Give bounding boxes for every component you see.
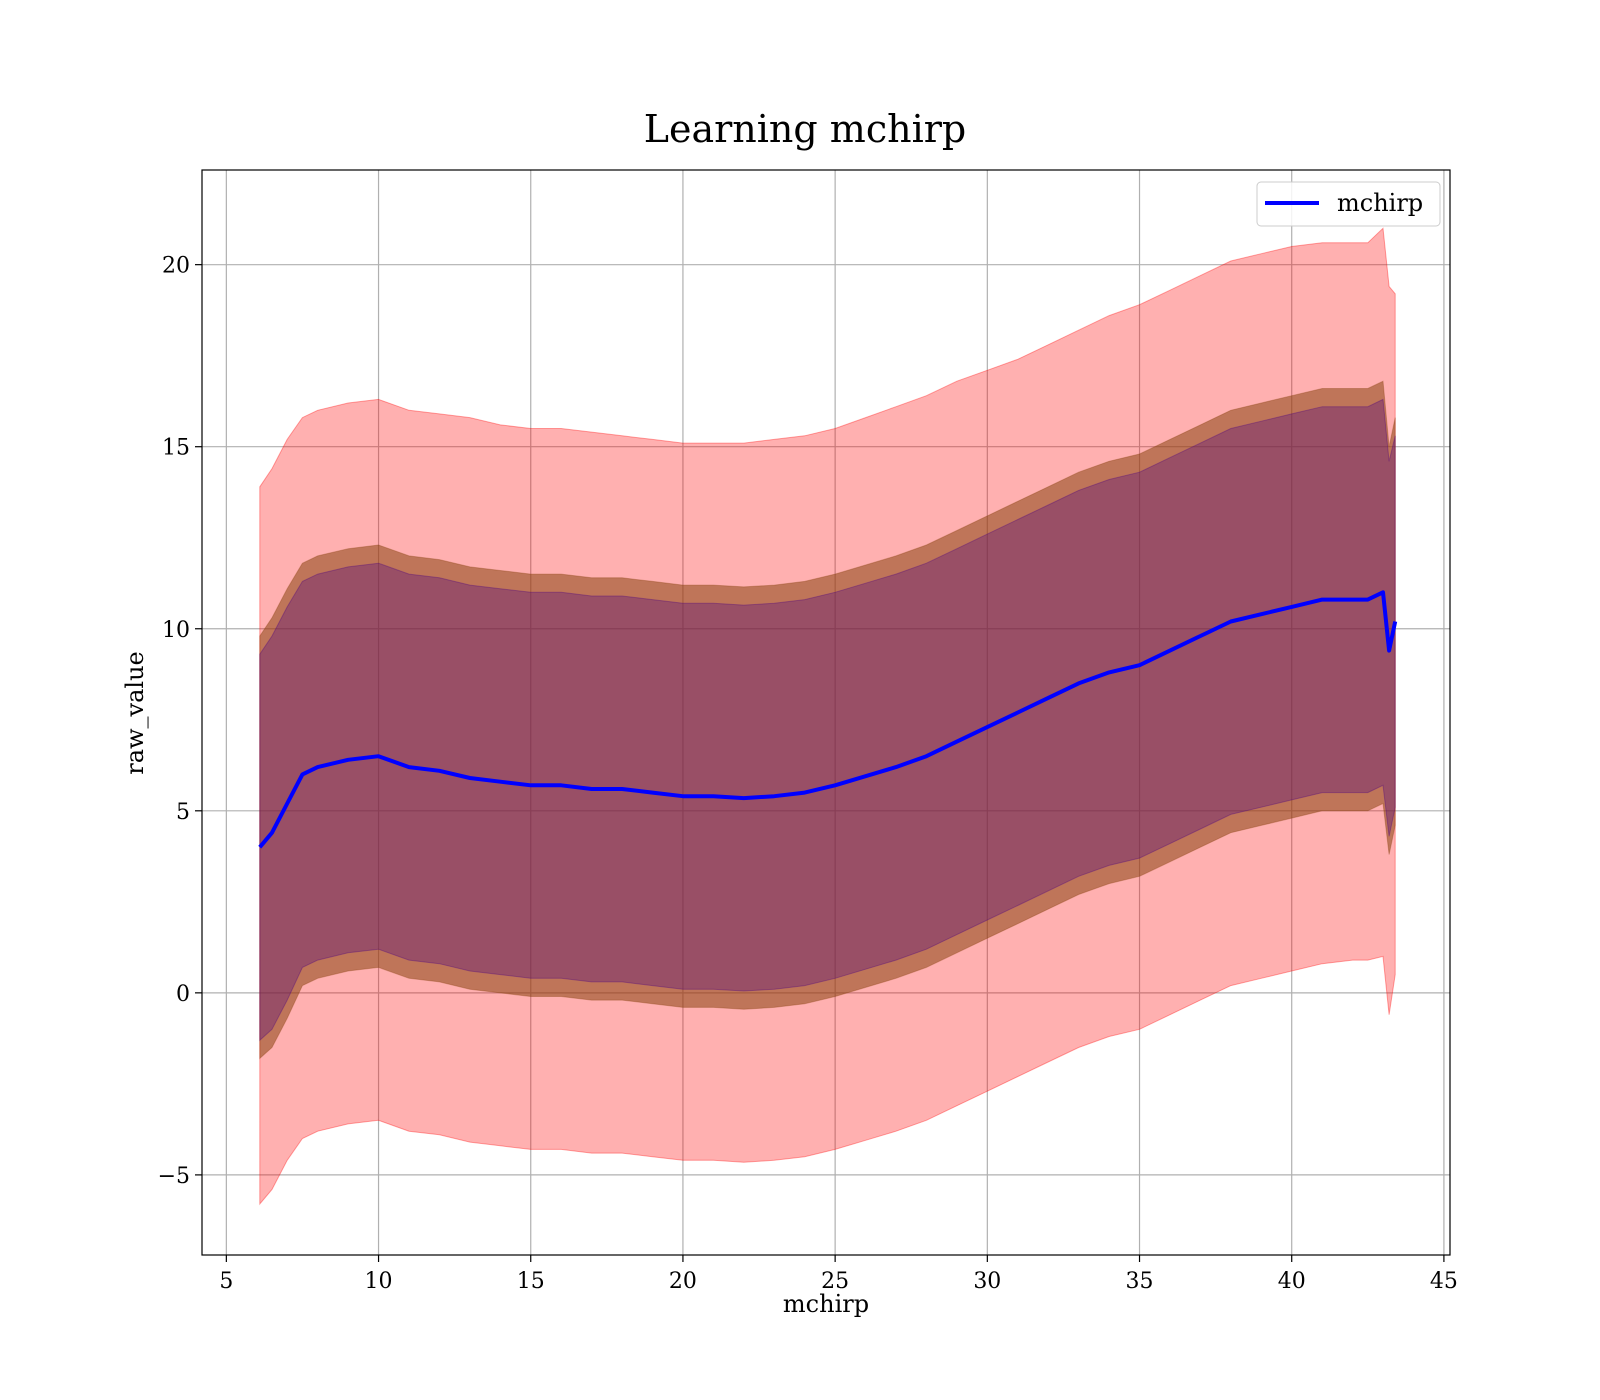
band-inner	[259, 380, 1396, 1060]
y-tick-label: 15	[162, 436, 190, 461]
legend: mchirp	[1256, 181, 1441, 227]
y-axis-label: raw_value	[121, 651, 149, 775]
x-tick-label: 10	[365, 1269, 393, 1294]
x-tick-label: 35	[1126, 1269, 1154, 1294]
chart-title: Learning mchirp	[644, 107, 966, 151]
x-tick-label: 30	[973, 1269, 1001, 1294]
x-tick-label: 40	[1278, 1269, 1306, 1294]
plot-frame	[201, 169, 1451, 1256]
x-axis-ticks: 5 10 15 20 25 30 35 40 45	[219, 1255, 1458, 1294]
x-axis-label: mchirp	[783, 1290, 869, 1318]
y-tick-label: −5	[158, 1164, 190, 1189]
x-tick-label: 5	[219, 1269, 233, 1294]
legend-box	[1256, 181, 1441, 227]
x-tick-label: 45	[1430, 1269, 1458, 1294]
x-tick-label: 15	[517, 1269, 545, 1294]
y-tick-label: 20	[162, 254, 190, 279]
series-lines	[258, 590, 1398, 849]
band-core	[259, 398, 1396, 1042]
y-axis-ticks: −5 0 5 10 15 20	[158, 254, 202, 1189]
x-tick-label: 25	[821, 1269, 849, 1294]
y-tick-label: 5	[176, 800, 190, 825]
y-tick-label: 0	[176, 982, 190, 1007]
series-line-mchirp	[258, 590, 1398, 849]
legend-label: mchirp	[1337, 189, 1423, 217]
confidence-bands	[259, 227, 1396, 1206]
x-tick-label: 20	[669, 1269, 697, 1294]
y-tick-label: 10	[162, 618, 190, 643]
